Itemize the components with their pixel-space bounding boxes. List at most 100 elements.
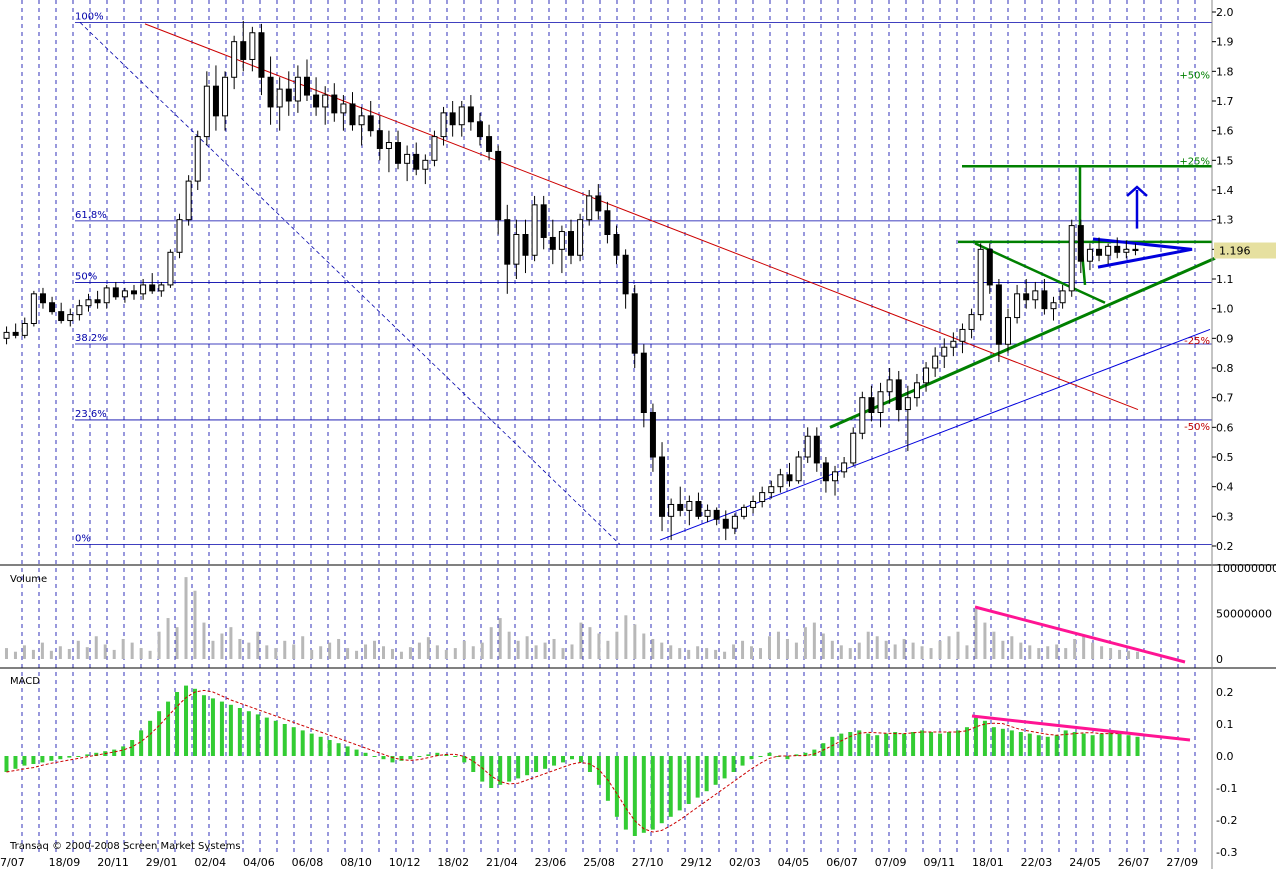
macd-bar [58,756,63,760]
x-axis-label: 21/04 [486,856,518,869]
macd-bar [552,756,557,766]
fib-level-label: 38.2% [75,333,107,344]
volume-bar [112,649,116,659]
candle-body [458,106,465,126]
volume-bar [489,627,493,659]
macd-bar [596,756,601,785]
macd-bar [1054,735,1059,756]
volume-bar [399,651,403,659]
x-axis-label: 27/10 [632,856,664,869]
macd-bar [570,756,574,760]
volume-bar [705,648,709,659]
candle-body [923,367,930,384]
volume-bar [310,649,314,659]
volume-bar [597,633,601,659]
volume-bar [642,633,646,659]
candle-body [21,323,28,336]
macd-bar [112,749,117,756]
candle-body [913,382,920,399]
fib-diagonal-line [79,22,621,545]
volume-bar [202,622,206,659]
volume-bar [956,631,960,659]
macd-bar [713,756,718,785]
volume-bar [22,645,26,659]
x-axis-label: 22/03 [1021,856,1053,869]
price-tick-label: 1.0 [1216,303,1234,316]
volume-bar [678,648,682,659]
volume-bar [1055,644,1059,659]
macd-bar [363,752,368,756]
x-axis-label: 09/11 [923,856,955,869]
candle-body [431,136,438,161]
macd-bar [435,752,440,756]
candle-body [740,506,747,517]
candle-body [376,130,383,149]
volume-bar [938,640,942,659]
candle-body [640,352,647,413]
volume-bar [947,636,951,659]
macd-bar [462,756,467,763]
candle-body [1105,245,1112,256]
candle-body [249,32,256,60]
volume-bar [94,636,98,659]
macd-bar [695,756,700,798]
volume-bar [4,648,8,659]
candle-body [449,112,456,126]
candle-body [722,518,729,529]
candle-body [568,231,574,256]
candle-body [968,314,975,330]
macd-bar [121,746,126,756]
x-axis-label: 23/06 [535,856,567,869]
volume-bar [669,645,673,659]
candle-body [131,290,138,295]
candle-body [39,293,46,304]
volume-title: Volume [10,574,47,585]
volume-bar [13,651,17,659]
downtrend-line [144,23,1139,410]
volume-bar [283,640,287,659]
macd-bar [758,756,763,757]
macd-bar [830,736,835,756]
macd-bar [507,756,512,782]
volume-bar [148,650,152,659]
macd-bar [650,756,655,830]
macd-tick-label: -0.3 [1216,846,1237,859]
candle-body [768,486,775,494]
x-axis-label: 07/09 [875,856,907,869]
macd-bar [534,756,539,772]
candle-body [285,88,292,102]
macd-bar [722,756,727,779]
candle-body [203,85,210,138]
macd-bar [157,711,162,756]
volume-bar [31,649,35,659]
macd-bar [964,727,969,756]
candle-body [322,94,329,108]
macd-tick-label: -0.1 [1216,782,1237,795]
macd-bar [4,756,9,772]
candle-body [258,32,265,78]
macd-bar [1036,735,1041,756]
macd-bar [471,756,476,772]
volume-bar [875,636,879,659]
macd-bar [955,730,960,756]
candle-body [294,76,301,102]
volume-bar [471,646,475,659]
macd-bar [812,749,817,756]
candle-body [595,195,602,212]
volume-bar [355,650,359,659]
candle-body [995,284,1002,345]
macd-bar [201,695,206,756]
macd-bar [1090,735,1095,756]
macd-bar [623,756,628,830]
macd-bar [1117,733,1122,756]
volume-bar [624,615,628,659]
volume-bar [839,645,843,659]
macd-bar [192,688,197,756]
candle-body [476,121,483,138]
x-axis-label: 18/01 [972,856,1004,869]
volume-bar [67,648,71,659]
candle-body [750,501,757,508]
macd-bar [444,754,449,756]
candle-body [886,379,893,393]
candle-body [422,159,429,170]
